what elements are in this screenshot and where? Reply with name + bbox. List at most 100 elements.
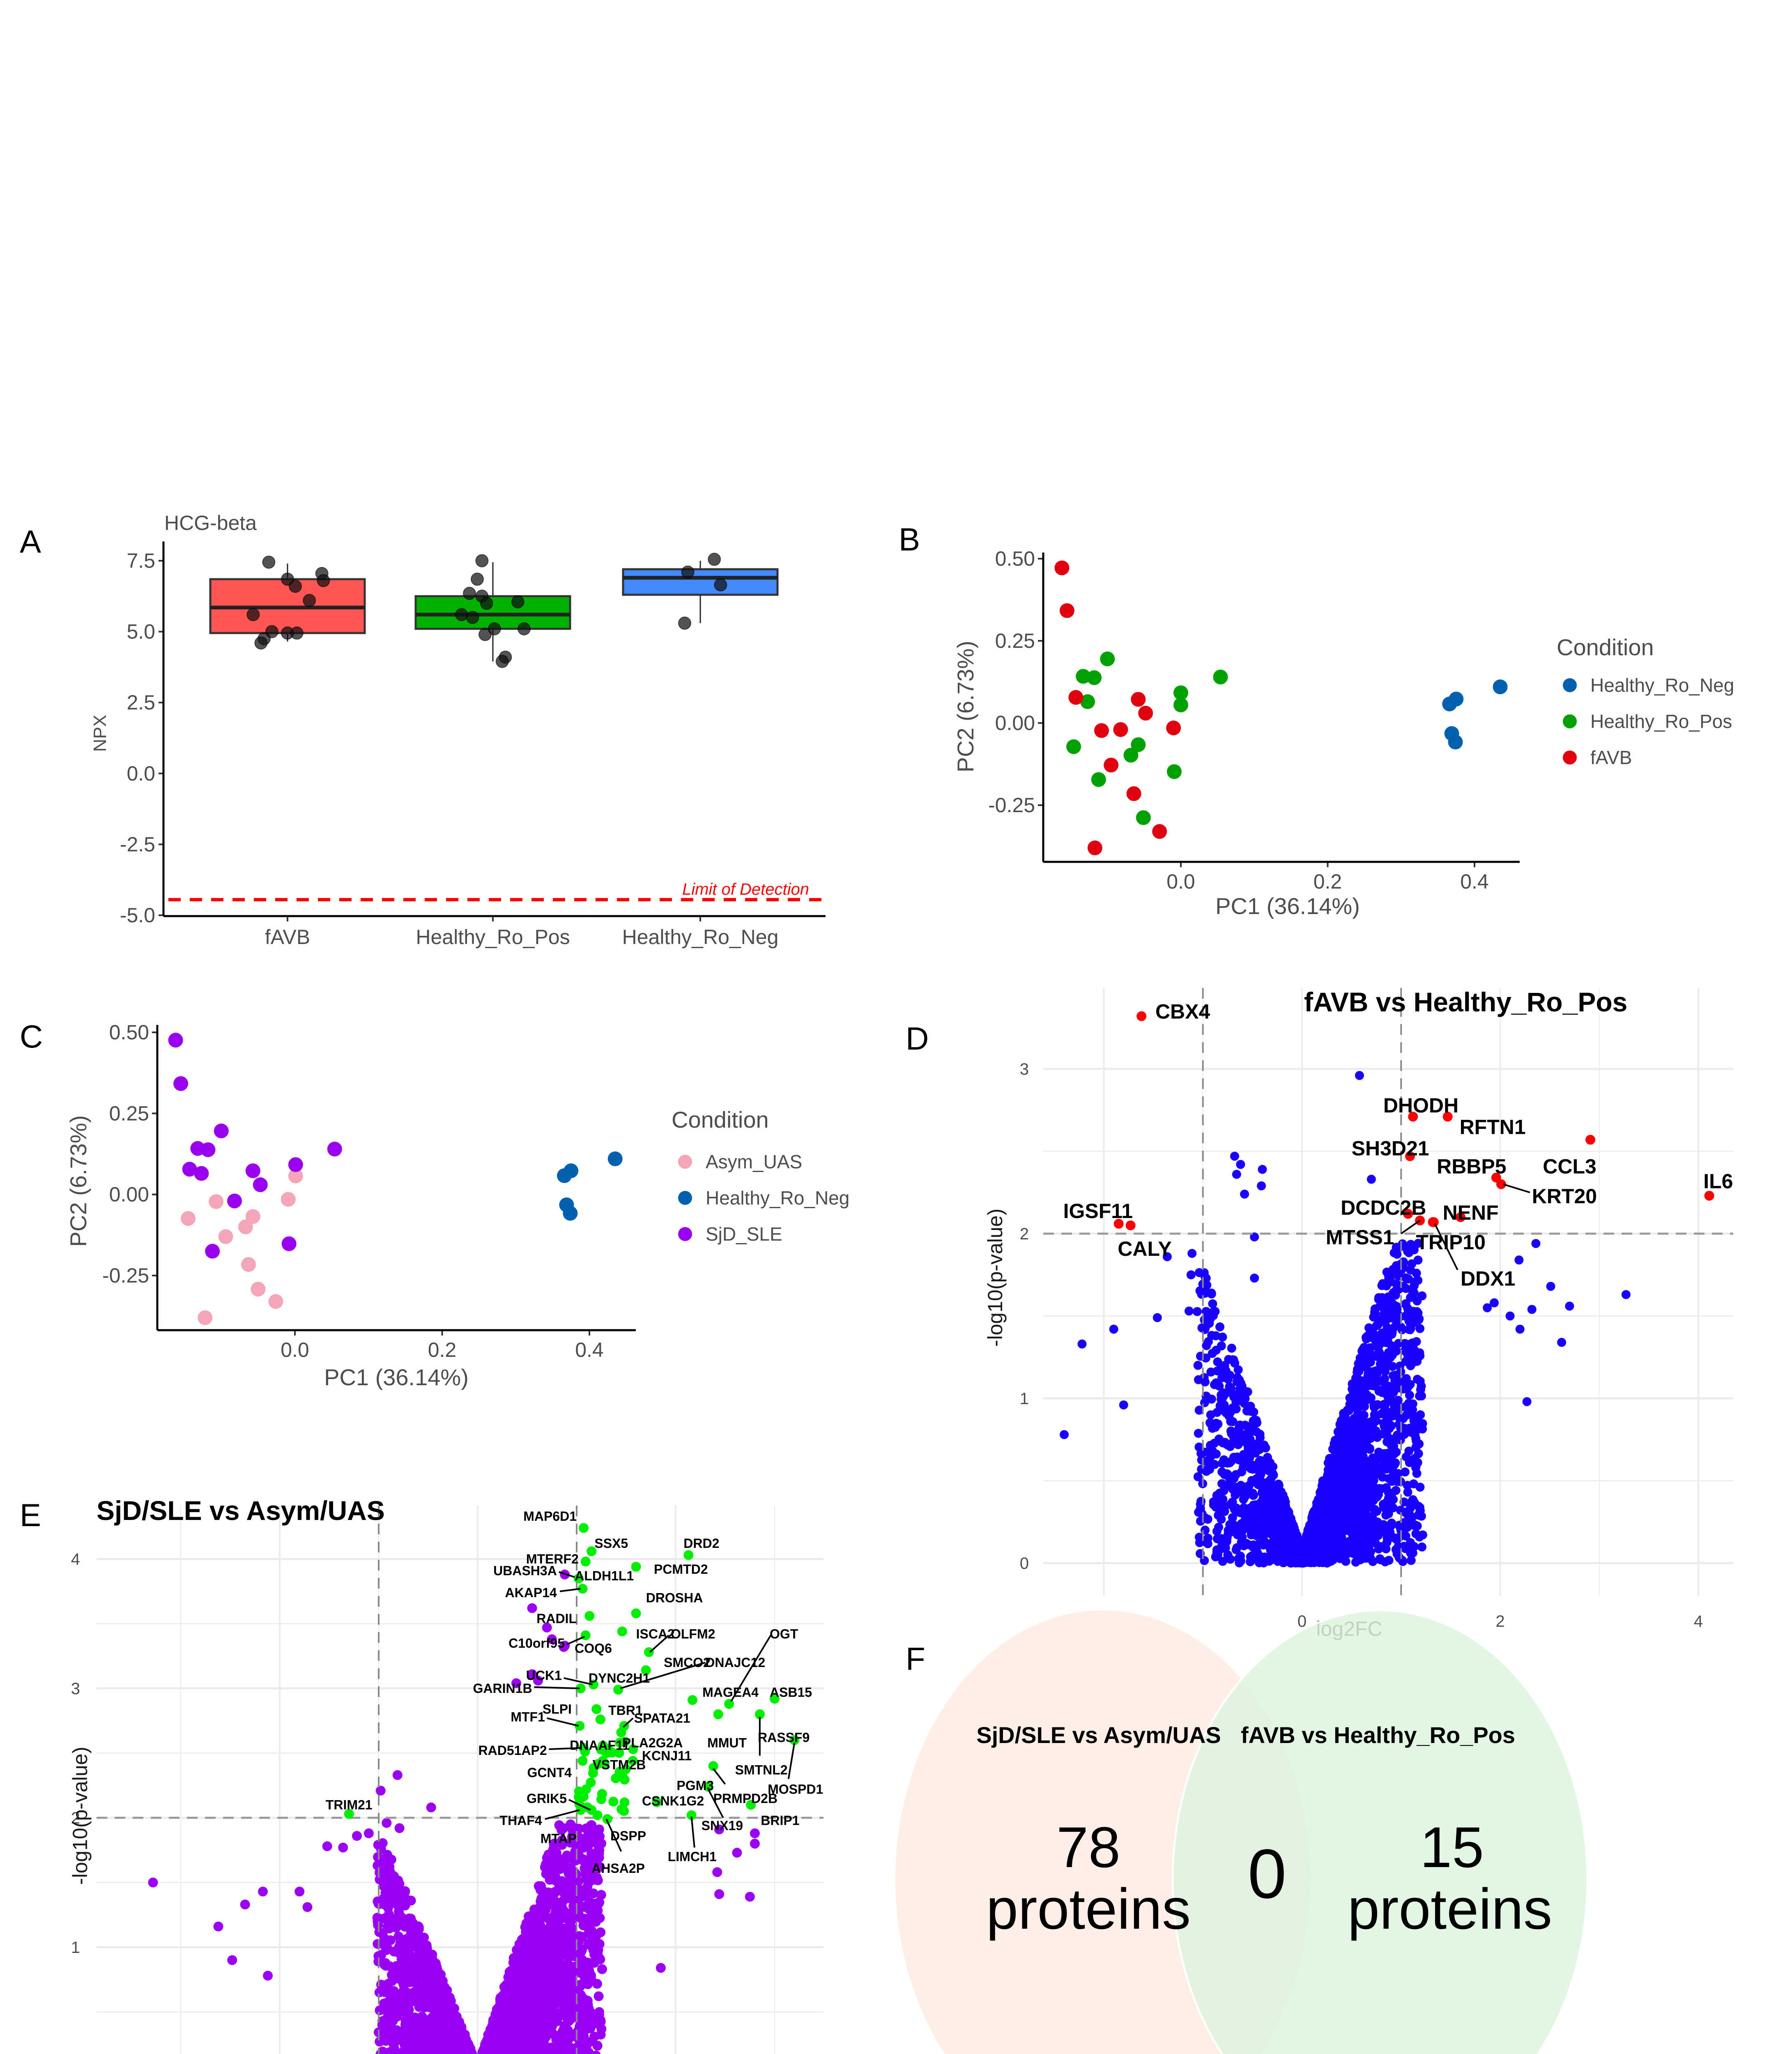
panel-letter-e: E (20, 1497, 41, 1533)
panel-c-ticks: 0.0 0.2 0.4 0.50 0.25 0.00 -0.25 (102, 1021, 604, 1361)
y-tick-label: 0.50 (109, 1021, 149, 1044)
volcano-point-nonsig (1362, 1504, 1372, 1513)
volcano-point-nonsig (1230, 1151, 1239, 1161)
legend-key-Healthy_Ro_Pos (1563, 714, 1577, 728)
panel-c-y-axis-title: PC2 (6.73%) (65, 1115, 91, 1247)
gene-label-DHODH: DHODH (1383, 1094, 1458, 1117)
volcano-point-nonsig (1077, 1339, 1087, 1349)
volcano-point-nonsig (1403, 1510, 1412, 1519)
volcano-point-nonsig (1258, 1165, 1267, 1174)
volcano-point-nonsig (1353, 1478, 1363, 1487)
volcano-point-nonsig (1265, 1557, 1274, 1566)
volcano-point-nonsig (1389, 1437, 1398, 1447)
volcano-point-nonsig (401, 1975, 411, 1985)
panel-letter-d: D (906, 1020, 929, 1057)
y-tick-label: 2 (71, 1809, 80, 1827)
volcano-point-nonsig (1217, 1437, 1226, 1447)
pca-point-Healthy_Ro_Pos (1213, 670, 1228, 684)
volcano-point-nonsig (1412, 1337, 1421, 1346)
volcano-point-nonsig (568, 1901, 578, 1911)
volcano-point-nonsig (1372, 1492, 1381, 1501)
volcano-point-nonsig (1393, 1320, 1402, 1330)
y-tick-label: -0.25 (102, 1264, 149, 1287)
volcano-point-nonsig (1386, 1277, 1396, 1287)
volcano-point-nonsig (537, 2018, 547, 2029)
volcano-point-nonsig (1415, 1324, 1425, 1333)
pca-point-Healthy_Ro_Pos (1123, 748, 1139, 763)
volcano-point-nonsig (1217, 1341, 1226, 1351)
volcano-point-nonsig (1385, 1304, 1394, 1313)
volcano-point-nonsig (1194, 1508, 1203, 1517)
volcano-point-nonsig (1385, 1313, 1394, 1323)
volcano-point-nonsig (1412, 1276, 1422, 1285)
volcano-point-nonsig (1230, 1504, 1239, 1514)
volcano-point-nonsig (1411, 1529, 1421, 1538)
volcano-point-nonsig (1393, 1548, 1402, 1557)
volcano-point-nonsig (1210, 1460, 1219, 1469)
box-data-point (289, 580, 302, 593)
box-data-point (254, 636, 268, 650)
pca-point-SjD_SLE (214, 1123, 229, 1138)
volcano-point-nonsig (1227, 1343, 1236, 1353)
volcano-point-nonsig (1380, 1400, 1390, 1409)
volcano-point-nonsig (1404, 1316, 1414, 1326)
volcano-point-nonsig (1197, 1323, 1207, 1333)
volcano-point-nonsig (1387, 1518, 1396, 1528)
panel-e-points (97, 1506, 824, 2054)
volcano-point-nonsig (1353, 1392, 1362, 1402)
volcano-point-nonsig (1373, 1320, 1383, 1329)
legend-label-Healthy_Ro_Pos: Healthy_Ro_Pos (1590, 711, 1732, 732)
volcano-point-significant-IL6 (1704, 1190, 1714, 1201)
legend-key-Asym_UAS (678, 1155, 692, 1169)
volcano-point-nonsig (1412, 1419, 1422, 1428)
pca-point-SjD_SLE (253, 1177, 268, 1192)
panel-b-legend-title: Condition (1557, 634, 1654, 660)
pca-point-Healthy_Ro_Pos (1080, 694, 1095, 709)
volcano-point-nonsig (1247, 1476, 1256, 1485)
box-data-point (455, 608, 468, 622)
panel-d-points (1043, 988, 1733, 1596)
volcano-point-nonsig (1349, 1549, 1358, 1558)
volcano-point-nonsig (1402, 1410, 1411, 1420)
volcano-point-nonsig (1417, 1511, 1426, 1521)
volcano-point-nonsig (1284, 1511, 1294, 1520)
volcano-point-nonsig (1406, 1548, 1415, 1558)
volcano-point-nonsig (1367, 1325, 1376, 1335)
volcano-point-nonsig (1357, 1412, 1366, 1421)
volcano-point-nonsig (1060, 1430, 1069, 1439)
volcano-point-nonsig (1401, 1284, 1411, 1293)
legend-key-Healthy_Ro_Neg (678, 1191, 692, 1205)
pca-point-Healthy_Ro_Pos (1076, 669, 1091, 684)
volcano-point-nonsig (1284, 1556, 1293, 1566)
gene-label-KRT20: KRT20 (1532, 1185, 1597, 1208)
volcano-point-nonsig (1241, 1387, 1251, 1396)
volcano-point-nonsig (1396, 1506, 1405, 1515)
volcano-point-nonsig (1412, 1269, 1421, 1278)
pca-point-SjD_SLE (227, 1193, 242, 1209)
volcano-point-nonsig (590, 1864, 600, 1874)
pca-point-fAVB (1059, 603, 1074, 618)
panel-d-volcano: D -20240123 CBX4DHODHRFTN1CCL3SH3D21RBBP… (906, 987, 1733, 1640)
panel-letter-b: B (899, 521, 920, 557)
panel-letter-c: C (20, 1018, 43, 1055)
volcano-point-nonsig (1314, 1558, 1324, 1567)
volcano-point-significant-IGSF11 (1113, 1218, 1124, 1229)
volcano-point-nonsig (1385, 1530, 1394, 1539)
y-tick-label: 0.50 (995, 547, 1035, 570)
volcano-point-nonsig (1362, 1484, 1371, 1493)
volcano-point-nonsig (1318, 1544, 1327, 1554)
volcano-point-nonsig (1406, 1556, 1416, 1565)
volcano-point-nonsig (1415, 1351, 1425, 1361)
volcano-point-nonsig (1212, 1408, 1222, 1417)
volcano-point-nonsig (1247, 1460, 1256, 1469)
volcano-point-nonsig (1400, 1467, 1410, 1477)
volcano-point-nonsig (1340, 1486, 1350, 1495)
volcano-point-nonsig (1217, 1373, 1227, 1382)
pca-point-fAVB (1094, 723, 1109, 738)
gene-label-MTSS1: MTSS1 (1326, 1226, 1394, 1249)
volcano-point-nonsig (1193, 1472, 1203, 1481)
pca-point-Asym_UAS (251, 1282, 266, 1297)
volcano-point-nonsig (1353, 1365, 1362, 1374)
volcano-point-nonsig (1355, 1451, 1364, 1461)
volcano-point-nonsig (1219, 1391, 1228, 1401)
